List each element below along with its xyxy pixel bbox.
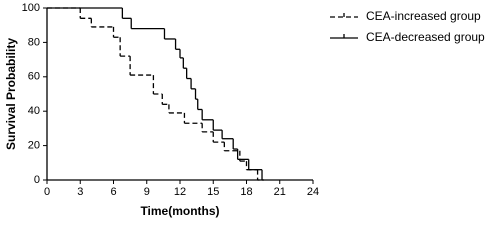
x-tick-label: 15 xyxy=(207,186,219,198)
x-tick-label: 18 xyxy=(240,186,252,198)
y-tick-label: 40 xyxy=(28,105,40,117)
legend-text: CEA-increased group xyxy=(366,9,481,23)
y-tick-label: 100 xyxy=(22,2,40,14)
y-tick-label: 80 xyxy=(28,36,40,48)
y-tick-label: 20 xyxy=(28,140,40,152)
x-tick-label: 0 xyxy=(44,186,50,198)
x-axis-title: Time(months) xyxy=(140,204,219,218)
x-tick-label: 6 xyxy=(110,186,116,198)
x-tick-label: 21 xyxy=(274,186,286,198)
y-tick-label: 0 xyxy=(34,174,40,186)
x-tick-label: 24 xyxy=(307,186,319,198)
chart: Time(months) Survival Probability 0 3 6 9 12… xyxy=(4,2,485,218)
x-tick-label: 9 xyxy=(144,186,150,198)
x-tick-label: 3 xyxy=(77,186,83,198)
legend-text: CEA-decreased group xyxy=(366,30,485,44)
y-tick-label: 60 xyxy=(28,71,40,83)
x-tick-label: 12 xyxy=(174,186,186,198)
y-axis-title: Survival Probability xyxy=(4,38,18,150)
